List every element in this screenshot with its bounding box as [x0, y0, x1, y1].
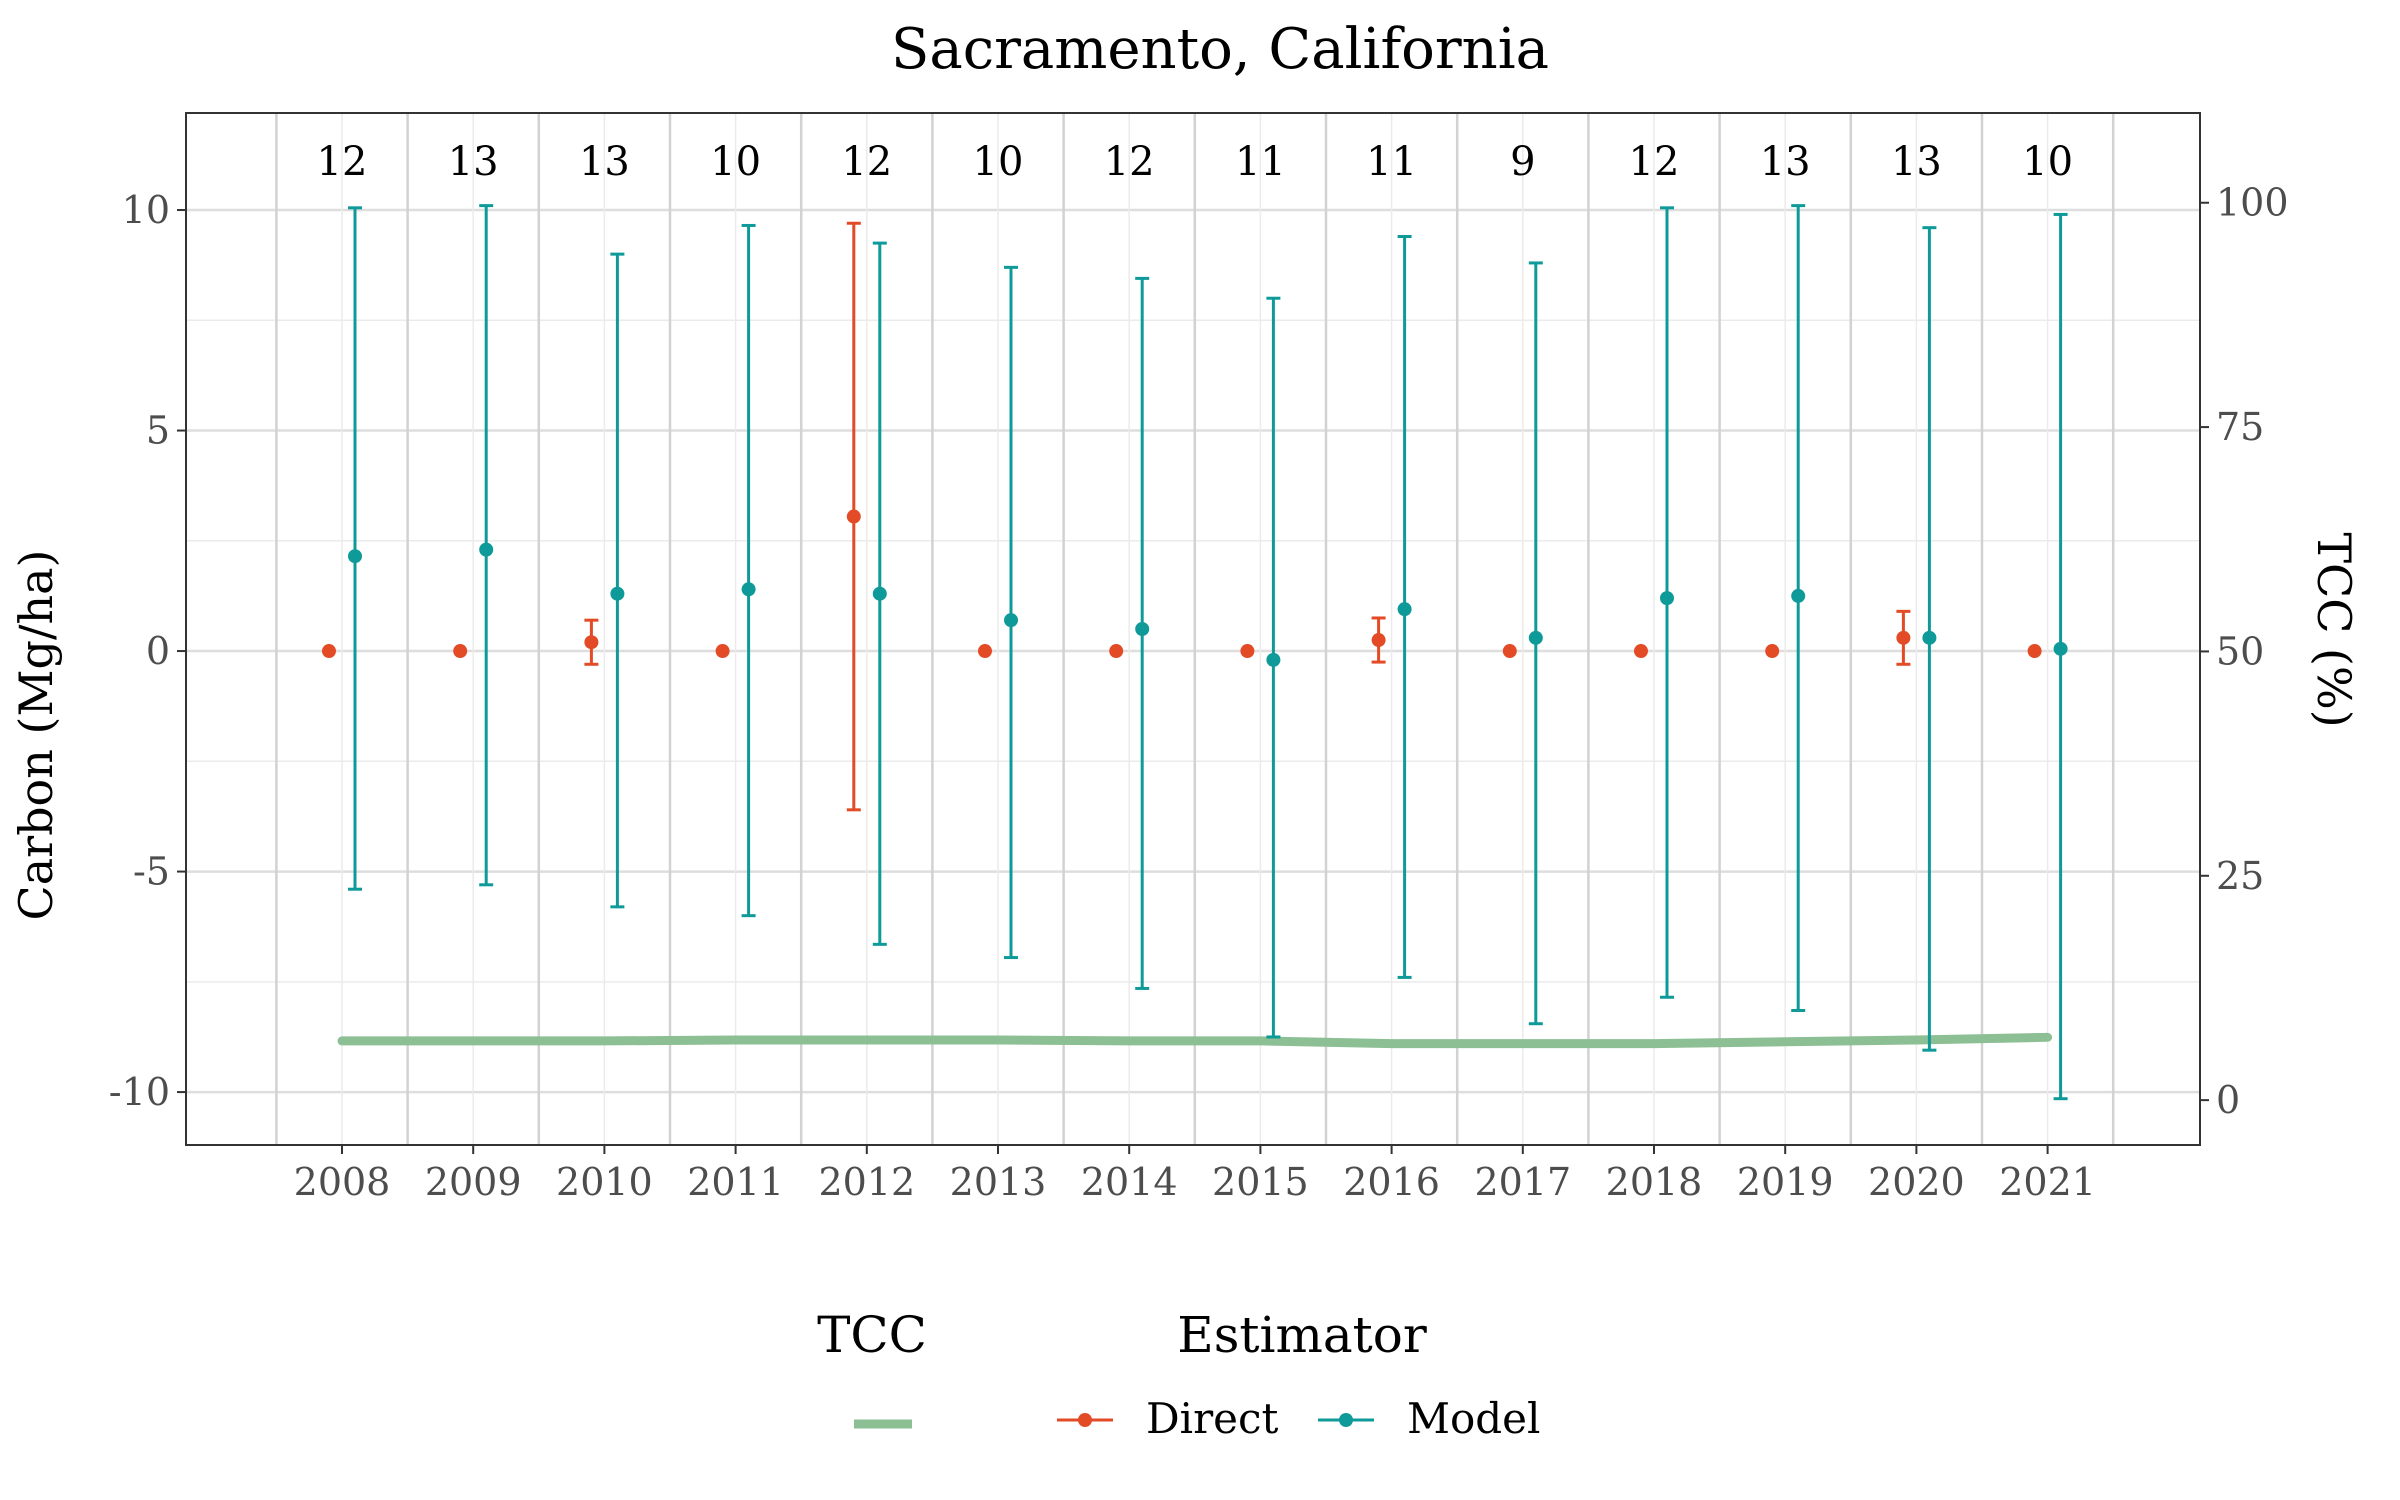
y-tick-label: 5 [146, 409, 170, 453]
estimator-series [322, 204, 2068, 1101]
data-point [1634, 644, 1648, 659]
data-point [1135, 622, 1150, 636]
data-point [872, 586, 887, 601]
legend-key-model-point [1339, 1413, 1353, 1427]
legend-title-tcc: TCC [817, 1306, 927, 1364]
data-point [1004, 613, 1018, 628]
x-tick-label: 2009 [425, 1160, 522, 1204]
sample-count-label: 13 [579, 139, 630, 185]
sample-count-label: 10 [710, 139, 761, 185]
y-tick-label: 10 [122, 188, 170, 232]
x-tick-label: 2015 [1212, 1160, 1309, 1204]
x-tick-label: 2018 [1606, 1160, 1703, 1204]
data-point [584, 635, 599, 650]
x-tick-label: 2012 [818, 1160, 915, 1204]
x-tick-label: 2016 [1343, 1160, 1440, 1204]
sample-count-label: 12 [1104, 139, 1155, 185]
sample-count-label: 13 [448, 139, 499, 185]
tcc-series [337, 1032, 2053, 1049]
sample-count-label: 13 [1760, 139, 1811, 185]
data-point [453, 644, 468, 659]
data-point [978, 644, 992, 659]
sample-count-labels: 12 13 13 10 12 10 12 11 11 9 12 13 13 10 [317, 139, 2074, 185]
legend-title-estimator: Estimator [1177, 1306, 1427, 1364]
sample-count-label: 12 [841, 139, 892, 185]
plot-panel-background [186, 113, 2200, 1145]
x-tick-label: 2020 [1868, 1160, 1965, 1204]
y-tick-label: 0 [146, 629, 170, 673]
x-tick-label: 2013 [950, 1160, 1047, 1204]
x-tick-label: 2011 [687, 1160, 784, 1204]
sample-count-label: 10 [2022, 139, 2073, 185]
data-point [1660, 591, 1674, 606]
sample-count-label: 9 [1510, 139, 1535, 185]
y-tick-label: -5 [133, 850, 170, 894]
legend-label-model: Model [1407, 1394, 1540, 1443]
x-tick-label: 2019 [1737, 1160, 1834, 1204]
data-point [2053, 641, 2068, 656]
sample-count-label: 12 [317, 139, 368, 185]
x-tick-label: 2021 [1999, 1160, 2096, 1204]
y2-tick-label: 75 [2216, 405, 2264, 449]
data-point [846, 509, 861, 524]
x-tick-label: 2014 [1081, 1160, 1178, 1204]
x-tick-label: 2017 [1474, 1160, 1571, 1204]
y-tick-label: -10 [109, 1070, 170, 1114]
data-point [348, 549, 362, 564]
sample-count-label: 10 [973, 139, 1024, 185]
data-point [715, 644, 730, 659]
data-point [1109, 644, 1124, 659]
series-direct [322, 221, 2042, 812]
data-point [1502, 644, 1517, 659]
data-point [1765, 644, 1780, 659]
chart-title: Sacramento, California [891, 17, 1549, 82]
y2-tick-label: 25 [2216, 854, 2264, 898]
data-point [479, 542, 494, 557]
data-point [1528, 630, 1543, 645]
data-point [2027, 644, 2042, 659]
data-point [1371, 633, 1386, 648]
data-point [1896, 630, 1911, 645]
legend: TCC Estimator Direct Model [817, 1306, 1540, 1443]
y2-tick-label: 0 [2216, 1078, 2240, 1122]
y2-axis-title: TCC (%) [2307, 532, 2361, 727]
data-point [1397, 602, 1412, 617]
y2-tick-label: 50 [2216, 629, 2264, 673]
data-point [1266, 652, 1281, 667]
y-axis-title: Carbon (Mg/ha) [9, 550, 63, 921]
series-model [348, 204, 2068, 1101]
data-point [1791, 588, 1806, 603]
data-point [1922, 630, 1937, 645]
sample-count-label: 13 [1891, 139, 1942, 185]
data-point [741, 582, 756, 597]
data-point [610, 586, 625, 601]
data-point [322, 644, 336, 659]
grid-layer [186, 113, 2200, 1145]
sample-count-label: 12 [1629, 139, 1680, 185]
data-point [1240, 644, 1255, 659]
legend-keys [854, 1413, 1374, 1429]
y2-tick-label: 100 [2216, 181, 2289, 225]
x-tick-label: 2008 [294, 1160, 391, 1204]
legend-key-direct-point [1078, 1413, 1092, 1427]
plot-panel-border [185, 112, 2201, 1146]
sample-count-label: 11 [1366, 139, 1417, 185]
legend-label-direct: Direct [1146, 1394, 1279, 1443]
tcc-line [337, 1032, 2053, 1049]
sample-count-label: 11 [1235, 139, 1286, 185]
x-tick-label: 2010 [556, 1160, 653, 1204]
